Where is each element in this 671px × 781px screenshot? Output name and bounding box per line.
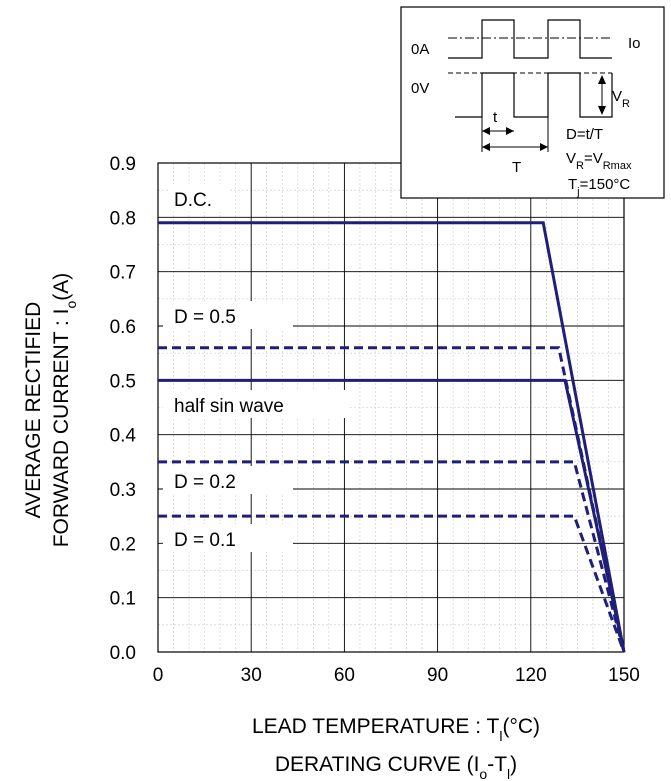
waveform-inset: 0A Io 0V VR t T D=t/T VR=VRmax Tj=150°C	[400, 6, 665, 199]
vr-arrow-head-up	[598, 75, 606, 84]
label-bg-d02	[163, 466, 293, 494]
t-arrow-head-left	[482, 127, 490, 135]
y-tick-label: 0.8	[110, 208, 136, 229]
y-tick-label: 0.7	[110, 263, 136, 284]
y-tick-labels: 0.0 0.1 0.2 0.3 0.4 0.5 0.6 0.7 0.8 0.9	[110, 154, 137, 664]
x-tick-label: 60	[334, 665, 355, 686]
t-arrow-head-right	[506, 127, 514, 135]
T-arrow-head-left	[482, 143, 490, 151]
inset-label-0a: 0A	[411, 41, 429, 58]
y-axis-label-line1: AVERAGE RECTIFIED	[22, 302, 45, 519]
x-tick-label: 30	[241, 665, 262, 686]
series-line-d-0-2	[158, 460, 626, 653]
y-tick-label: 0.1	[110, 589, 136, 610]
y-tick-label: 0.4	[110, 426, 137, 447]
series-label-d05: D = 0.5	[174, 307, 236, 328]
y-axis-label-line2: FORWARD CURRENT : Io(A)	[50, 273, 79, 548]
label-bg-halfsin	[163, 390, 348, 418]
series-label-half-sin: half sin wave	[174, 396, 284, 417]
inset-label-t: t	[493, 109, 498, 126]
series-label-d02: D = 0.2	[174, 472, 236, 493]
inset-frame	[400, 6, 665, 199]
x-axis-label: LEAD TEMPERATURE : Tl(°C)	[252, 715, 540, 744]
label-bg-d05	[163, 301, 293, 329]
plot-frame	[157, 162, 625, 653]
y-tick-label: 0.5	[110, 371, 136, 392]
y-tick-label: 0.3	[110, 480, 136, 501]
x-tick-label: 120	[515, 665, 547, 686]
y-tick-label: 0.6	[110, 317, 136, 338]
y-tick-label: 0.9	[110, 154, 136, 175]
inset-label-io: Io	[628, 35, 641, 52]
inset-label-0v: 0V	[411, 80, 429, 97]
y-tick-label: 0.0	[110, 643, 136, 664]
T-arrow-head-right	[540, 143, 548, 151]
series-line-half-sin-wave	[158, 378, 626, 653]
label-bg-d01	[163, 524, 293, 552]
series-label-d01: D = 0.1	[174, 530, 236, 551]
inset-eq-vr: VR=VRmax	[566, 150, 632, 172]
current-waveform	[448, 19, 612, 59]
chart-caption: DERATING CURVE (Io-Tl)	[275, 753, 517, 781]
inset-label-T: T	[512, 159, 521, 176]
x-tick-labels: 0 30 60 90 120 150	[153, 665, 640, 686]
x-tick-label: 150	[608, 665, 640, 686]
vr-arrow-head-down	[598, 106, 606, 115]
series-line-d-0-1	[158, 514, 626, 653]
y-tick-label: 0.2	[110, 534, 136, 555]
x-tick-label: 90	[427, 665, 448, 686]
inset-eq-duty: D=t/T	[566, 126, 603, 143]
x-tick-label: 0	[153, 665, 164, 686]
inset-eq-tj: Tj=150°C	[568, 176, 630, 198]
series-line-d-c-	[158, 221, 626, 653]
inset-label-vr: VR	[612, 88, 630, 110]
series-label-dc: D.C.	[174, 190, 212, 211]
series-lines	[158, 221, 626, 653]
label-bg-dc	[168, 184, 230, 212]
